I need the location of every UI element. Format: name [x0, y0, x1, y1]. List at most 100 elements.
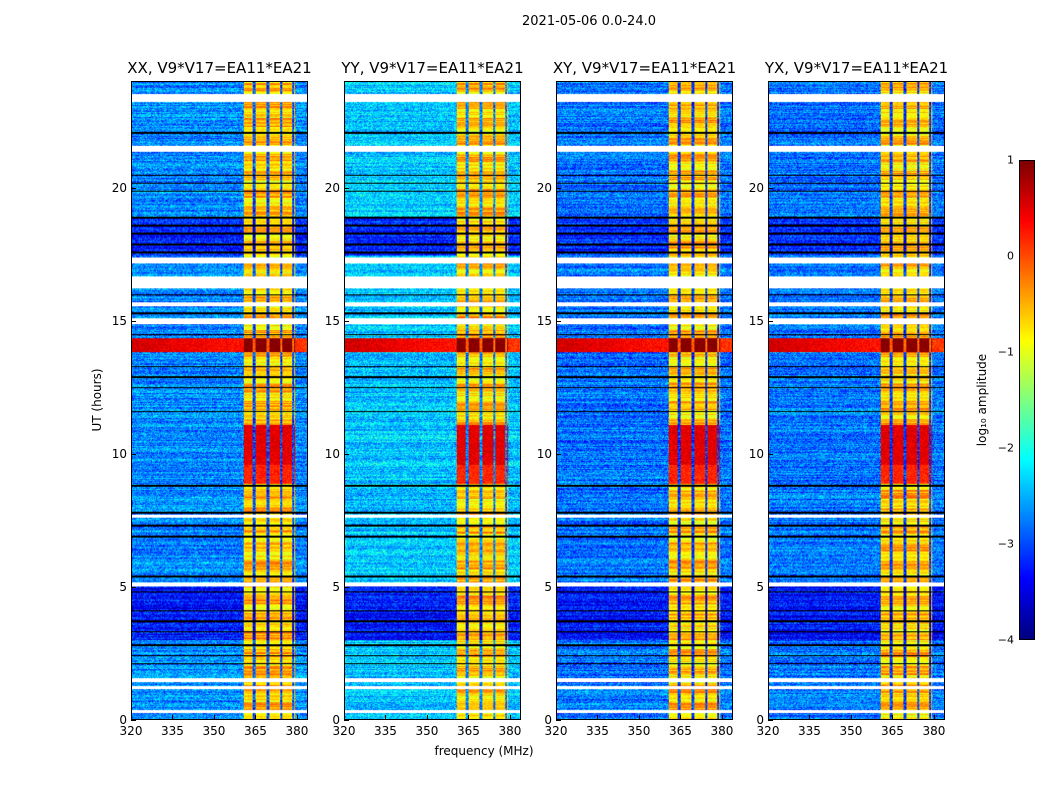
y-tick-label: 15: [111, 313, 127, 328]
x-tick-mark: [296, 715, 298, 720]
y-tick-label: 10: [111, 446, 127, 461]
x-tick-label: 320: [544, 724, 568, 738]
y-tick-mark: [768, 453, 773, 455]
panel-title: XX, V9*V17=EA11*EA21: [127, 59, 312, 77]
y-tick-label: 0: [332, 713, 340, 727]
heatmap-image: [557, 82, 732, 719]
colorbar-tick-label: −1: [997, 345, 1014, 359]
y-tick-mark: [556, 187, 561, 189]
y-tick-label: 10: [324, 446, 340, 461]
x-tick-mark: [509, 715, 511, 720]
heatmap-panel: [768, 81, 945, 720]
y-tick-label: 10: [536, 446, 552, 461]
y-axis-label: UT (hours): [90, 368, 104, 432]
x-tick-label: 380: [285, 724, 309, 738]
x-tick-mark: [344, 715, 345, 720]
colorbar-tick-label: −3: [997, 537, 1014, 551]
y-tick-label: 15: [324, 313, 340, 328]
y-tick-label: 0: [756, 713, 764, 727]
y-tick-label: 0: [119, 713, 127, 727]
x-tick-label: 335: [798, 724, 821, 738]
y-tick-label: 15: [748, 313, 764, 328]
y-tick-label: 0: [544, 713, 552, 727]
y-tick-mark: [131, 187, 136, 189]
x-tick-mark: [172, 715, 174, 720]
x-tick-mark: [933, 715, 935, 720]
y-tick-mark: [556, 586, 561, 588]
colorbar-tick-label: 1: [1007, 153, 1014, 167]
y-tick-mark: [768, 720, 773, 721]
y-tick-mark: [768, 586, 773, 588]
y-tick-mark: [131, 720, 136, 721]
y-tick-mark: [556, 320, 561, 322]
y-tick-label: 20: [748, 180, 764, 195]
y-tick-label: 5: [756, 579, 764, 594]
y-tick-label: 10: [748, 446, 764, 461]
heatmap-image: [132, 82, 307, 719]
colorbar-tick-label: 0: [1007, 249, 1014, 263]
figure-title: 2021-05-06 0.0-24.0: [522, 14, 656, 29]
x-tick-mark: [468, 715, 470, 720]
x-tick-mark: [597, 715, 599, 720]
y-tick-mark: [131, 453, 136, 455]
x-tick-mark: [768, 715, 769, 720]
x-tick-mark: [213, 715, 215, 720]
colorbar-label: log₁₀ amplitude: [975, 353, 989, 447]
y-tick-mark: [768, 320, 773, 322]
y-tick-label: 20: [324, 180, 340, 195]
y-tick-mark: [344, 453, 349, 455]
x-tick-label: 335: [161, 724, 184, 738]
x-tick-label: 380: [498, 724, 522, 738]
colorbar-tick-label: −4: [997, 633, 1014, 647]
x-tick-mark: [426, 715, 428, 720]
colorbar-tick-label: −2: [997, 441, 1014, 455]
x-tick-mark: [892, 715, 894, 720]
x-tick-label: 365: [244, 724, 267, 738]
y-tick-mark: [556, 720, 561, 721]
heatmap-image: [769, 82, 944, 719]
y-tick-mark: [344, 187, 349, 189]
x-tick-mark: [721, 715, 723, 720]
x-tick-label: 335: [586, 724, 609, 738]
heatmap-panel: [344, 81, 521, 720]
x-tick-label: 350: [627, 724, 651, 738]
y-tick-mark: [344, 720, 349, 721]
x-tick-label: 350: [839, 724, 863, 738]
x-tick-label: 380: [922, 724, 946, 738]
heatmap-panel: [556, 81, 733, 720]
heatmap-image: [345, 82, 520, 719]
x-tick-mark: [556, 715, 557, 720]
x-tick-mark: [255, 715, 257, 720]
x-tick-mark: [850, 715, 852, 720]
y-tick-label: 20: [536, 180, 552, 195]
x-tick-label: 335: [374, 724, 397, 738]
y-tick-label: 20: [111, 180, 127, 195]
y-tick-label: 15: [536, 313, 552, 328]
x-tick-label: 365: [669, 724, 692, 738]
x-tick-mark: [809, 715, 811, 720]
x-tick-label: 320: [332, 724, 356, 738]
x-tick-label: 365: [457, 724, 480, 738]
x-tick-label: 350: [415, 724, 439, 738]
x-tick-mark: [385, 715, 387, 720]
y-tick-mark: [556, 453, 561, 455]
y-tick-mark: [344, 320, 349, 322]
x-tick-mark: [680, 715, 682, 720]
x-tick-mark: [638, 715, 640, 720]
colorbar: [1019, 160, 1035, 640]
y-tick-label: 5: [332, 579, 340, 594]
panel-title: YY, V9*V17=EA11*EA21: [341, 59, 524, 77]
x-tick-label: 365: [881, 724, 904, 738]
x-tick-label: 320: [119, 724, 143, 738]
y-tick-mark: [131, 586, 136, 588]
colorbar-gradient: [1020, 161, 1034, 639]
x-tick-label: 320: [756, 724, 780, 738]
y-tick-label: 5: [544, 579, 552, 594]
x-tick-mark: [131, 715, 132, 720]
x-axis-label: frequency (MHz): [434, 744, 534, 758]
y-tick-mark: [131, 320, 136, 322]
x-tick-label: 350: [202, 724, 226, 738]
x-tick-label: 380: [710, 724, 734, 738]
y-tick-label: 5: [119, 579, 127, 594]
